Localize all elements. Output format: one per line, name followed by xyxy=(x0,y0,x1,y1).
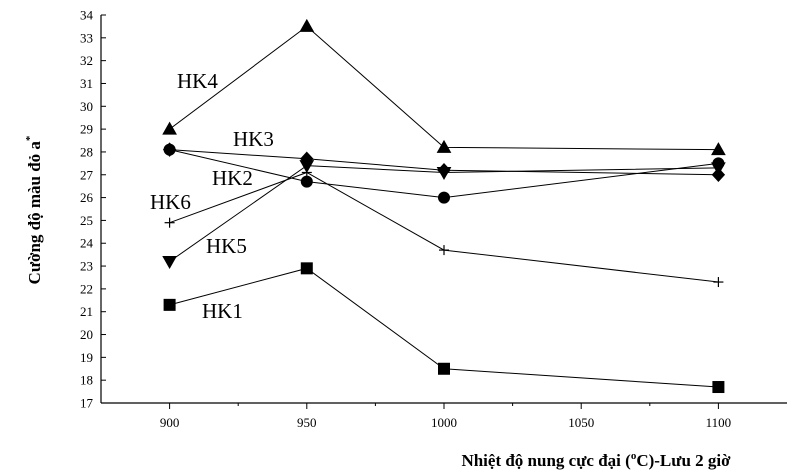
series-line-hk4 xyxy=(169,25,719,151)
y-tick-label: 21 xyxy=(80,304,93,319)
marker-circle xyxy=(300,175,313,188)
series-group xyxy=(162,18,726,394)
series-hk1 xyxy=(163,262,725,394)
series-hk4 xyxy=(162,18,726,156)
series-label-hk3: HK3 xyxy=(233,127,274,151)
marker-triangle-up xyxy=(162,121,177,135)
series-line-hk2 xyxy=(169,149,719,199)
marker-triangle-down xyxy=(162,255,177,270)
y-tick-label: 27 xyxy=(80,167,94,182)
marker-square xyxy=(300,262,313,275)
x-axis-title-sup: o xyxy=(631,450,637,462)
marker-square xyxy=(712,381,725,394)
series-line-hk6 xyxy=(169,171,719,283)
y-tick-label: 33 xyxy=(80,30,93,45)
y-tick-label: 18 xyxy=(80,373,93,388)
marker-triangle-up xyxy=(436,139,452,153)
x-tick-label: 950 xyxy=(297,415,317,430)
y-tick-label: 30 xyxy=(80,99,93,114)
marker-triangle-down xyxy=(711,162,726,176)
marker-square xyxy=(163,298,176,311)
x-axis-title-pre: Nhiệt độ nung cực đại ( xyxy=(461,451,631,470)
y-tick-label: 25 xyxy=(80,213,93,228)
marker-triangle-down xyxy=(299,160,315,174)
x-tick-label: 1100 xyxy=(706,415,732,430)
y-tick-label: 34 xyxy=(80,8,94,23)
series-label-hk5: HK5 xyxy=(206,234,247,258)
y-tick-label: 17 xyxy=(80,396,94,411)
y-tick-label: 24 xyxy=(80,236,94,251)
marker-diamond xyxy=(162,142,177,157)
y-tick-label: 20 xyxy=(80,327,93,342)
y-axis-title-main: Cường độ màu đỏ a xyxy=(25,141,44,285)
series-labels: HK1 HK2 HK3 HK4 HK5 HK6 xyxy=(150,69,274,323)
series-line-hk3 xyxy=(169,149,719,176)
axes: 17 18 19 20 21 22 23 24 25 26 27 28 29 30 31 32 33 34 900 9… xyxy=(80,8,787,430)
series-label-hk4: HK4 xyxy=(177,69,218,93)
y-tick-label: 31 xyxy=(80,76,93,91)
series-label-hk1: HK1 xyxy=(202,299,243,323)
y-tick-label: 32 xyxy=(80,53,93,68)
marker-triangle-up xyxy=(711,142,726,156)
y-tick-label: 23 xyxy=(80,259,93,274)
y-tick-label: 28 xyxy=(80,144,93,159)
y-axis-title: Cường độ màu đỏ a* xyxy=(24,135,44,284)
x-axis-title-post: C)-Lưu 2 giờ xyxy=(636,451,731,470)
x-tick-label: 900 xyxy=(160,415,180,430)
x-tick-label: 1000 xyxy=(431,415,457,430)
y-tick-label: 29 xyxy=(80,122,93,137)
series-hk5 xyxy=(162,160,726,270)
marker-triangle-down xyxy=(436,166,452,180)
x-axis-title: Nhiệt độ nung cực đại (oC)-Lưu 2 giờ xyxy=(461,450,731,470)
series-line-hk1 xyxy=(169,267,719,388)
marker-square xyxy=(438,362,450,375)
y-tick-label: 22 xyxy=(80,281,93,296)
series-line-hk5 xyxy=(169,165,719,262)
y-axis-title-sup: * xyxy=(24,135,36,141)
x-tick-label: 1050 xyxy=(568,415,594,430)
marker-circle xyxy=(438,191,450,204)
series-label-hk2: HK2 xyxy=(212,166,253,190)
series-hk6 xyxy=(164,167,724,288)
y-tick-label: 19 xyxy=(80,350,93,365)
series-label-hk6: HK6 xyxy=(150,190,191,214)
marker-triangle-up xyxy=(299,18,315,32)
y-tick-label: 26 xyxy=(80,190,94,205)
